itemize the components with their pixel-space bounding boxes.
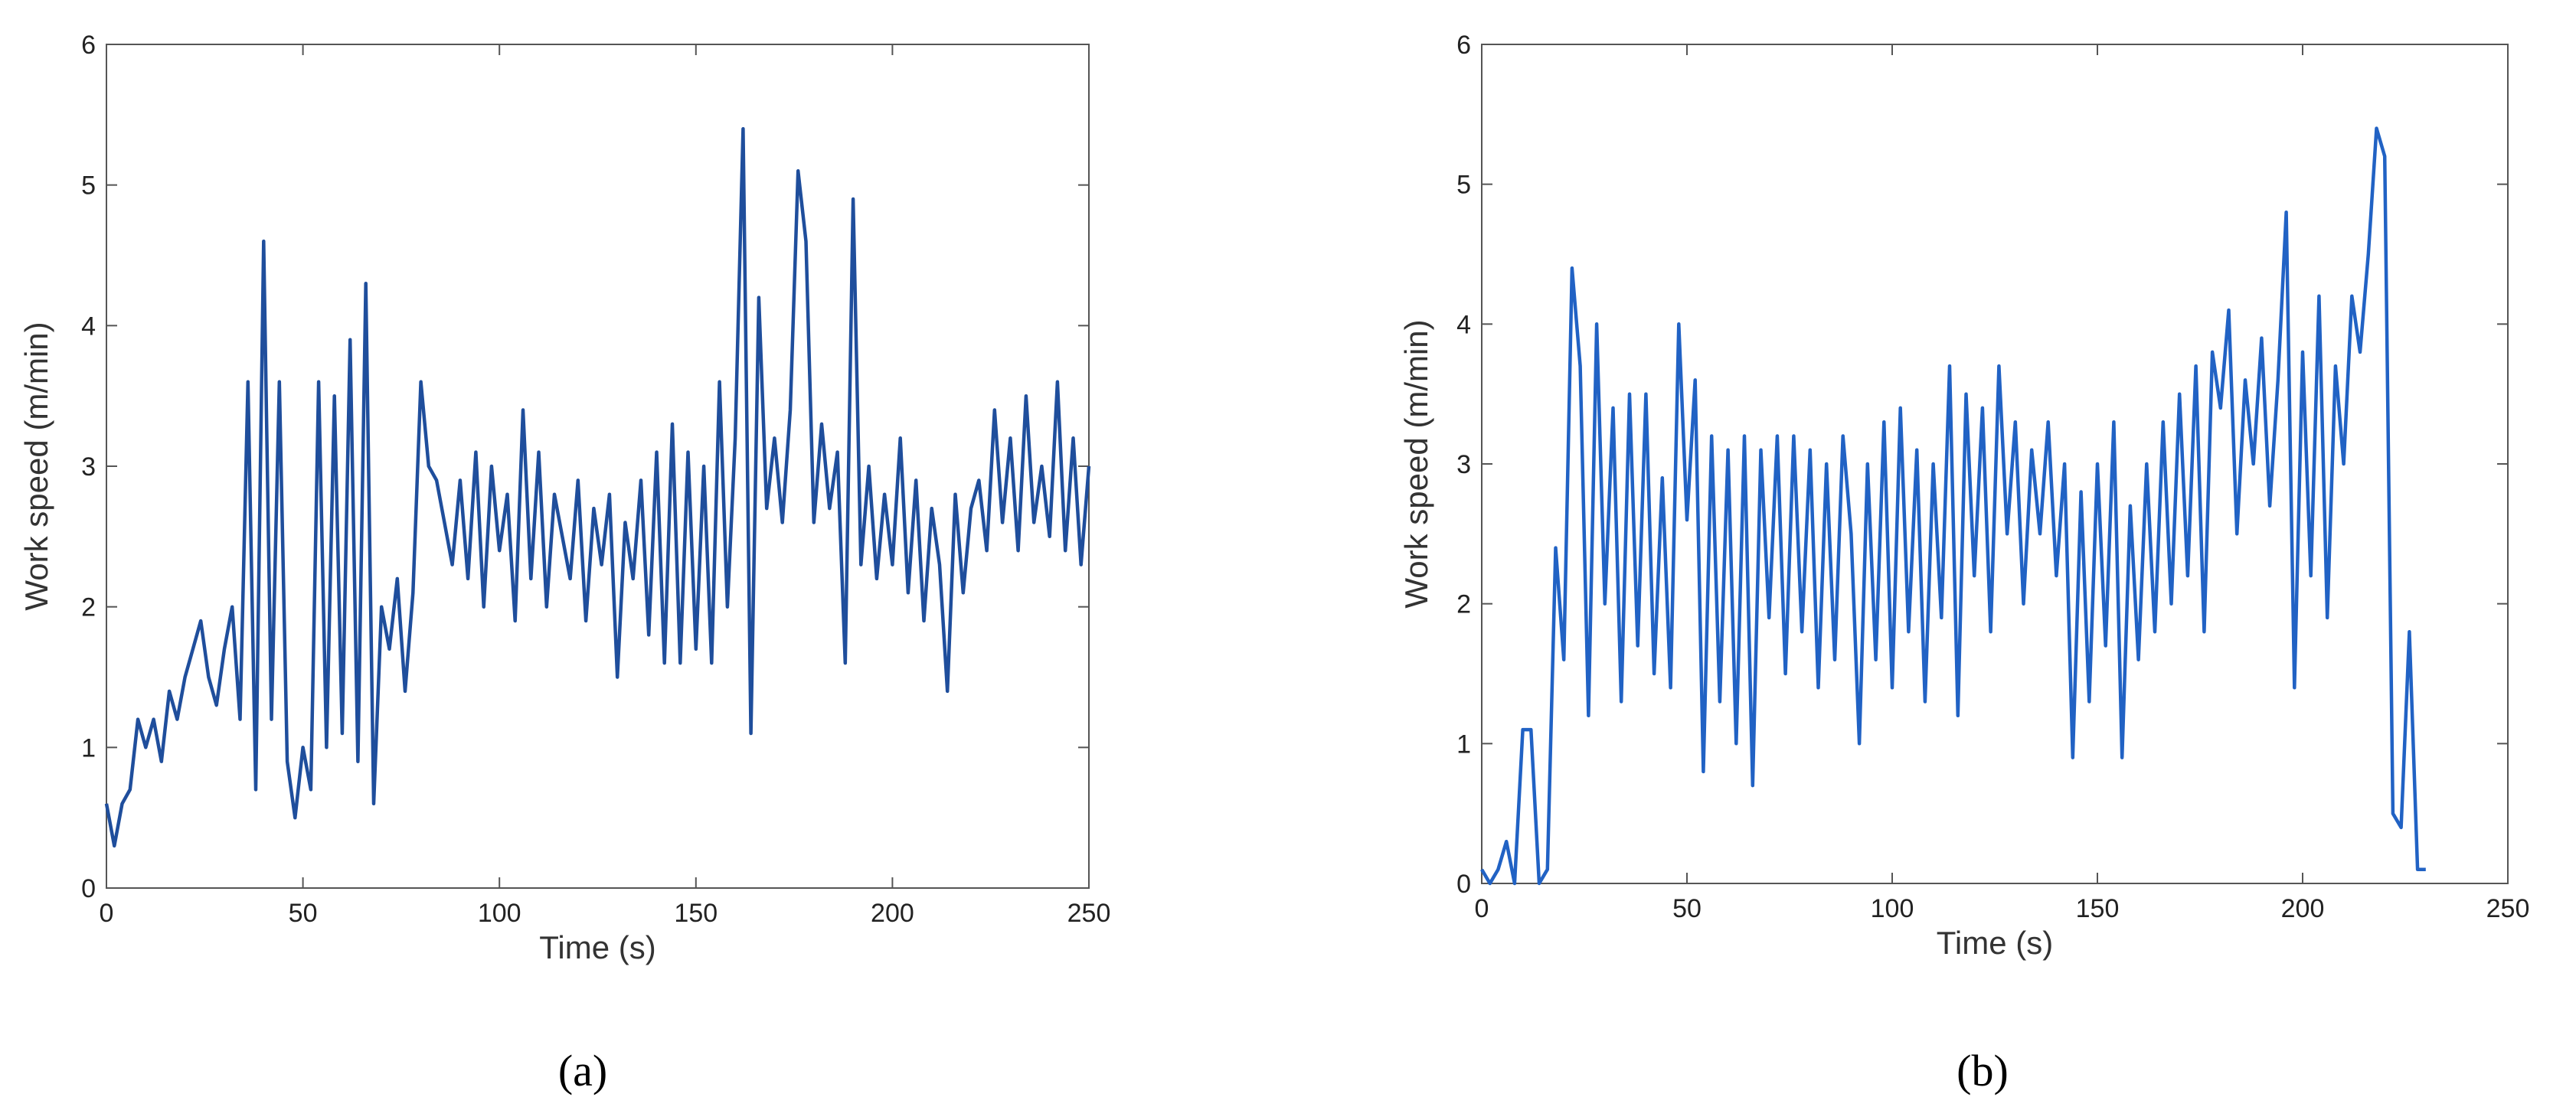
x-tick-label: 50 (1672, 894, 1702, 923)
x-tick-label: 200 (2281, 894, 2325, 923)
y-tick-label: 3 (81, 452, 96, 482)
y-axis-title: Work speed (m/min) (18, 322, 54, 610)
y-tick-label: 2 (81, 593, 96, 622)
data-line (1480, 126, 2426, 886)
y-tick-label: 6 (1456, 31, 1471, 60)
x-tick-label: 100 (1871, 894, 1914, 923)
y-tick-label: 6 (81, 31, 96, 60)
x-axis-title: Time (s) (1937, 925, 2053, 961)
y-tick-label: 4 (1456, 310, 1471, 339)
y-tick-label: 4 (81, 312, 96, 341)
x-axis-title: Time (s) (539, 929, 655, 965)
x-tick-label: 100 (478, 899, 521, 928)
caption: (b) (1957, 1046, 2009, 1096)
x-tick-label: 0 (1475, 894, 1489, 923)
x-tick-label: 0 (100, 899, 114, 928)
x-tick-label: 150 (674, 899, 718, 928)
x-tick-label: 250 (1067, 899, 1111, 928)
x-tick-label: 250 (2486, 894, 2530, 923)
caption: (a) (558, 1046, 607, 1096)
y-tick-label: 3 (1456, 450, 1471, 479)
data-line (104, 126, 1091, 848)
y-tick-label: 5 (1456, 171, 1471, 200)
x-tick-label: 50 (289, 899, 318, 928)
y-tick-label: 2 (1456, 590, 1471, 619)
plot-area (106, 44, 1090, 889)
y-tick-label: 0 (1456, 870, 1471, 899)
y-tick-label: 5 (81, 171, 96, 201)
y-tick-label: 1 (81, 733, 96, 762)
y-tick-label: 1 (1456, 730, 1471, 759)
x-tick-label: 200 (871, 899, 914, 928)
y-tick-label: 0 (81, 874, 96, 903)
x-tick-label: 150 (2076, 894, 2120, 923)
y-axis-title: Work speed (m/min) (1398, 319, 1434, 608)
